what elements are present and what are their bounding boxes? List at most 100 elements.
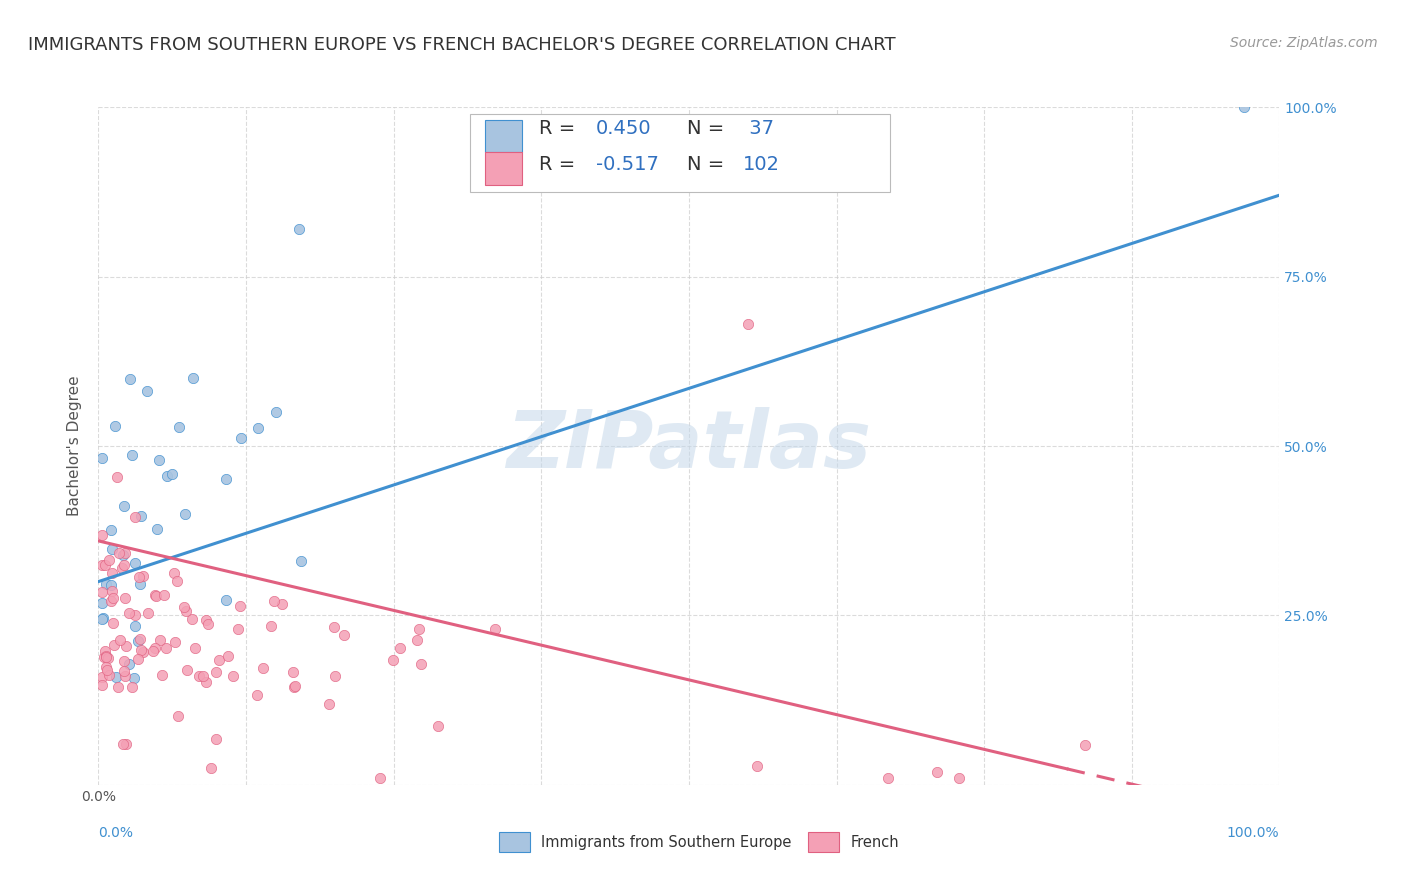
Point <box>100 523 122 537</box>
Point <box>96 650 118 665</box>
Point <box>124 619 146 633</box>
Point <box>484 622 506 636</box>
Point <box>114 668 136 682</box>
Point <box>108 546 131 560</box>
Point <box>188 668 211 682</box>
Point <box>91 612 114 626</box>
Point <box>162 566 184 581</box>
Point <box>229 431 252 445</box>
Point <box>200 760 222 774</box>
Point <box>191 668 214 682</box>
Point <box>94 649 117 664</box>
Point <box>115 639 138 653</box>
Point <box>112 549 135 563</box>
Point <box>124 608 146 623</box>
Text: 37: 37 <box>744 120 775 138</box>
Point <box>91 585 114 599</box>
Point <box>105 469 128 483</box>
Point <box>91 450 114 465</box>
Point <box>156 468 179 483</box>
Text: R =: R = <box>538 155 582 174</box>
Point <box>105 670 128 684</box>
Point <box>408 622 430 636</box>
Point <box>150 668 173 682</box>
Point <box>94 558 117 573</box>
Point <box>100 577 122 591</box>
Point <box>111 737 134 751</box>
Point <box>181 612 204 626</box>
Point <box>107 680 129 694</box>
Point <box>118 657 141 671</box>
Point <box>181 371 204 385</box>
Point <box>167 420 190 434</box>
Point <box>91 670 114 684</box>
Point <box>136 606 159 620</box>
Text: 0.450: 0.450 <box>596 120 651 138</box>
Point <box>406 633 429 648</box>
Point <box>1074 738 1097 752</box>
Text: R =: R = <box>538 120 582 138</box>
Point <box>1233 100 1256 114</box>
Text: ZIPatlas: ZIPatlas <box>506 407 872 485</box>
Point <box>100 594 122 608</box>
Point <box>128 576 150 591</box>
Point <box>112 500 135 514</box>
Point <box>222 669 245 683</box>
Point <box>91 528 114 542</box>
Text: Source: ZipAtlas.com: Source: ZipAtlas.com <box>1230 36 1378 50</box>
Point <box>112 665 135 679</box>
Point <box>152 588 174 602</box>
Point <box>97 650 120 665</box>
Point <box>877 771 900 785</box>
Text: IMMIGRANTS FROM SOUTHERN EUROPE VS FRENCH BACHELOR'S DEGREE CORRELATION CHART: IMMIGRANTS FROM SOUTHERN EUROPE VS FRENC… <box>28 36 896 54</box>
Point <box>167 709 190 723</box>
Point <box>145 589 167 603</box>
Point <box>174 507 197 521</box>
Text: -0.517: -0.517 <box>596 155 658 174</box>
Point <box>104 419 127 434</box>
Point <box>129 509 152 524</box>
Point <box>127 634 149 648</box>
Point <box>271 597 294 611</box>
Point <box>195 613 218 627</box>
Point <box>323 620 346 634</box>
Point <box>747 759 769 773</box>
Point <box>925 765 948 780</box>
Point <box>149 633 172 648</box>
Point <box>124 671 146 685</box>
Point <box>195 675 218 690</box>
FancyBboxPatch shape <box>471 114 890 192</box>
Point <box>129 632 152 647</box>
Point <box>333 627 356 641</box>
Point <box>127 652 149 666</box>
Point <box>318 698 340 712</box>
Point <box>124 510 146 524</box>
Point <box>93 650 115 665</box>
Point <box>98 553 121 567</box>
Point <box>208 652 231 666</box>
Point <box>217 649 239 664</box>
Point <box>101 566 124 580</box>
Point <box>205 732 228 747</box>
Point <box>264 405 287 419</box>
Point <box>101 591 124 606</box>
Point <box>246 688 269 702</box>
Point <box>737 317 759 331</box>
Text: N =: N = <box>686 155 730 174</box>
Point <box>411 657 433 671</box>
Point <box>103 616 125 631</box>
Point <box>283 680 305 694</box>
FancyBboxPatch shape <box>485 153 523 185</box>
Point <box>136 384 159 398</box>
Text: N =: N = <box>686 120 730 138</box>
Point <box>427 719 450 733</box>
Point <box>263 594 285 608</box>
Point <box>111 561 134 575</box>
Point <box>114 591 136 606</box>
Text: 102: 102 <box>744 155 780 174</box>
Point <box>281 665 304 679</box>
Point <box>94 577 117 591</box>
Point <box>948 771 970 785</box>
Point <box>176 663 198 677</box>
Point <box>260 619 283 633</box>
